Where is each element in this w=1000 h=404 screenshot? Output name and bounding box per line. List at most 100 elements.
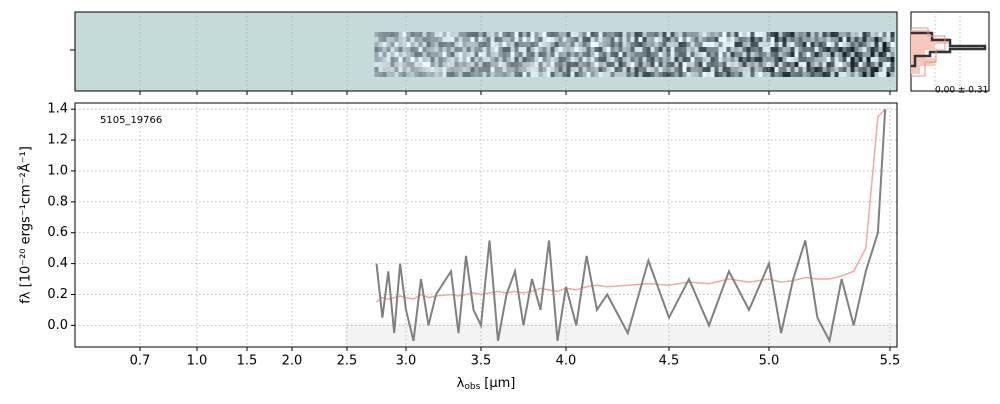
spectrum-pixel (670, 62, 675, 67)
spectrum-pixel (822, 47, 827, 52)
spectrum-pixel (450, 32, 455, 37)
spectrum-pixel (838, 57, 843, 62)
spectrum-pixel (738, 52, 743, 57)
spectrum-pixel (522, 37, 527, 42)
spectrum-pixel (398, 42, 403, 47)
spectrum-pixel (814, 67, 819, 72)
spectrum-pixel (738, 42, 743, 47)
spectrum-pixel (558, 42, 563, 47)
spectrum-pixel (622, 62, 627, 67)
spectrum-pixel (554, 62, 559, 67)
spectrum-pixel (518, 67, 523, 72)
spectrum-pixel (538, 37, 543, 42)
spectrum-pixel (442, 57, 447, 62)
spectrum-pixel (866, 47, 871, 52)
spectrum-pixel (374, 42, 379, 47)
spectrum-pixel (510, 72, 515, 77)
spectrum-pixel (590, 62, 595, 67)
spectrum-pixel (846, 32, 851, 37)
spectrum-pixel (594, 62, 599, 67)
spectrum-pixel (826, 47, 831, 52)
spectrum-pixel (618, 67, 623, 72)
spectrum-pixel (498, 47, 503, 52)
spectrum-pixel (578, 72, 583, 77)
spectrum-pixel (702, 67, 707, 72)
spectrum-pixel (662, 72, 667, 77)
x-tick-label: 1.0 (187, 354, 208, 369)
spectrum-pixel (858, 52, 863, 57)
spectrum-pixel (522, 67, 527, 72)
spectrum-pixel (498, 62, 503, 67)
spectrum-pixel (718, 67, 723, 72)
spectrum-pixel (602, 32, 607, 37)
spectrum-pixel (386, 72, 391, 77)
spectrum-pixel (606, 57, 611, 62)
spectrum-pixel (842, 62, 847, 67)
spectrum-pixel (638, 47, 643, 52)
spectrum-pixel (782, 62, 787, 67)
noise-band (345, 323, 897, 347)
spectrum-pixel (534, 42, 539, 47)
spectrum-pixel (618, 72, 623, 77)
spectrum-pixel (730, 67, 735, 72)
spectrum-pixel (502, 37, 507, 42)
spectrum-pixel (386, 32, 391, 37)
spectrum-pixel (558, 52, 563, 57)
spectrum-pixel (690, 72, 695, 77)
spectrum-pixel (454, 37, 459, 42)
spectrum-pixel (554, 37, 559, 42)
spectrum-pixel (754, 42, 759, 47)
spectrum-pixel (882, 72, 887, 77)
spectrum-pixel (890, 67, 895, 72)
spectrum-pixel (674, 72, 679, 77)
spectrum-pixel (554, 32, 559, 37)
spectrum-pixel (486, 67, 491, 72)
spectrum-pixel (662, 47, 667, 52)
spectrum-pixel (622, 72, 627, 77)
spectrum-pixel (634, 57, 639, 62)
spectrum-pixel (818, 52, 823, 57)
spectrum-pixel (706, 62, 711, 67)
spectrum-pixel (498, 57, 503, 62)
spectrum-pixel (586, 52, 591, 57)
spectrum-pixel (574, 32, 579, 37)
spectrum-pixel (422, 37, 427, 42)
spectrum-pixel (654, 67, 659, 72)
spectrum-pixel (770, 52, 775, 57)
spectrum-pixel (446, 37, 451, 42)
spectrum-pixel (462, 62, 467, 67)
spectrum-pixel (710, 47, 715, 52)
spectrum-pixel (426, 32, 431, 37)
spectrum-pixel (830, 42, 835, 47)
spectrum-pixel (670, 67, 675, 72)
spectrum-pixel (774, 62, 779, 67)
spectrum-pixel (534, 57, 539, 62)
spectrum-pixel (610, 62, 615, 67)
spectrum-pixel (730, 42, 735, 47)
spectrum-pixel (470, 42, 475, 47)
y-tick-label: 0.2 (47, 287, 68, 302)
spectrum-pixel (642, 52, 647, 57)
spectrum-pixel (382, 52, 387, 57)
spectrum-pixel (850, 37, 855, 42)
spectrum-pixel (786, 57, 791, 62)
spectrum-pixel (394, 67, 399, 72)
spectrum-pixel (754, 67, 759, 72)
top-grid (139, 12, 891, 91)
spectrum-pixel (546, 37, 551, 42)
spectrum-pixel (814, 32, 819, 37)
spectrum-pixel (466, 42, 471, 47)
spectrum-pixel (602, 62, 607, 67)
spectrum-pixel (862, 67, 867, 72)
spectrum-pixel (382, 42, 387, 47)
spectrum-pixel (522, 72, 527, 77)
spectrum-pixel (742, 42, 747, 47)
spectrum-pixel (886, 52, 891, 57)
spectrum-pixel (802, 72, 807, 77)
spectrum-pixel (414, 32, 419, 37)
spectrum-pixel (578, 62, 583, 67)
spectrum-pixel (390, 67, 395, 72)
x-tick-label: 5.0 (759, 354, 780, 369)
spectrum-pixel (766, 37, 771, 42)
spectrum-pixel (762, 37, 767, 42)
